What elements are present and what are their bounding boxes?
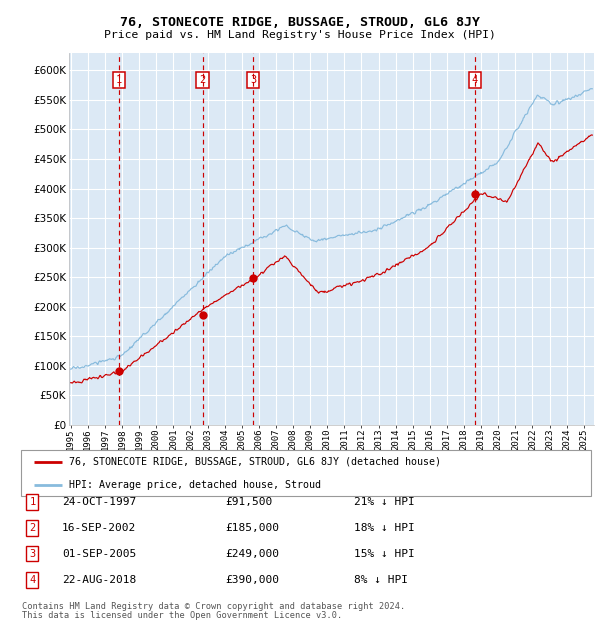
Text: 16-SEP-2002: 16-SEP-2002 xyxy=(62,523,136,533)
Text: 2: 2 xyxy=(29,523,35,533)
Text: 8% ↓ HPI: 8% ↓ HPI xyxy=(354,575,408,585)
Text: £390,000: £390,000 xyxy=(225,575,279,585)
Text: This data is licensed under the Open Government Licence v3.0.: This data is licensed under the Open Gov… xyxy=(22,611,342,619)
Text: 18% ↓ HPI: 18% ↓ HPI xyxy=(354,523,415,533)
Text: HPI: Average price, detached house, Stroud: HPI: Average price, detached house, Stro… xyxy=(70,480,322,490)
Text: 76, STONECOTE RIDGE, BUSSAGE, STROUD, GL6 8JY (detached house): 76, STONECOTE RIDGE, BUSSAGE, STROUD, GL… xyxy=(70,456,442,467)
Text: 1: 1 xyxy=(116,75,122,85)
Text: 3: 3 xyxy=(250,75,256,85)
Text: 2: 2 xyxy=(199,75,206,85)
Text: £91,500: £91,500 xyxy=(225,497,272,507)
Text: 76, STONECOTE RIDGE, BUSSAGE, STROUD, GL6 8JY: 76, STONECOTE RIDGE, BUSSAGE, STROUD, GL… xyxy=(120,16,480,29)
Text: 4: 4 xyxy=(29,575,35,585)
Text: 15% ↓ HPI: 15% ↓ HPI xyxy=(354,549,415,559)
Text: Contains HM Land Registry data © Crown copyright and database right 2024.: Contains HM Land Registry data © Crown c… xyxy=(22,602,405,611)
Text: 4: 4 xyxy=(472,75,478,85)
Text: 24-OCT-1997: 24-OCT-1997 xyxy=(62,497,136,507)
FancyBboxPatch shape xyxy=(21,450,591,496)
Text: 01-SEP-2005: 01-SEP-2005 xyxy=(62,549,136,559)
Text: 3: 3 xyxy=(29,549,35,559)
Text: £185,000: £185,000 xyxy=(225,523,279,533)
Text: Price paid vs. HM Land Registry's House Price Index (HPI): Price paid vs. HM Land Registry's House … xyxy=(104,30,496,40)
Text: 1: 1 xyxy=(29,497,35,507)
Text: 22-AUG-2018: 22-AUG-2018 xyxy=(62,575,136,585)
Text: 21% ↓ HPI: 21% ↓ HPI xyxy=(354,497,415,507)
Text: £249,000: £249,000 xyxy=(225,549,279,559)
